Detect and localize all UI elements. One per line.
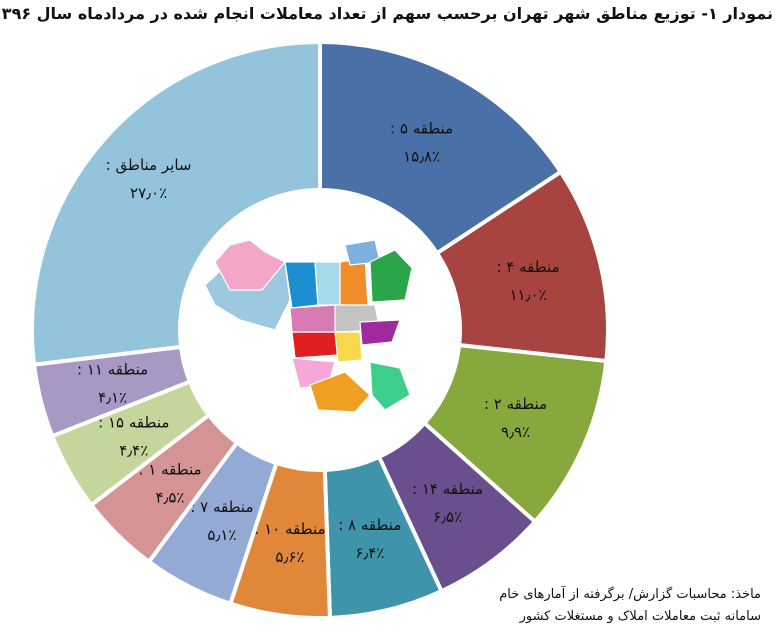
slice-value-label: ۱۵٫۸٪	[403, 148, 440, 166]
slice-label: منطقه ۵ :	[390, 120, 453, 138]
map-district	[369, 249, 413, 303]
slice-1	[434, 169, 610, 364]
slice-label: منطقه ۷ :	[190, 498, 253, 516]
tehran-map-icon	[204, 239, 413, 413]
slice-value-label: ۹٫۹٪	[501, 423, 530, 441]
slice-value-label: ۶٫۴٪	[355, 544, 384, 562]
map-district	[369, 361, 411, 411]
slice-0	[318, 39, 564, 256]
slice-label: منطقه ۱۵ :	[98, 413, 169, 431]
slice-value-label: ۱۱٫۰٪	[509, 286, 546, 304]
map-district	[359, 319, 401, 346]
slice-value-label: ۴٫۵٪	[155, 489, 184, 507]
slice-value-label: ۲۷٫۰٪	[130, 184, 167, 202]
slice-value-label: ۴٫۴٪	[119, 441, 148, 459]
map-district	[214, 239, 286, 291]
chart-title: نمودار ۱- توزیع مناطق شهر تهران برحسب سه…	[0, 4, 773, 23]
slice-label: منطقه ۱۴ :	[412, 480, 483, 498]
map-district	[314, 261, 341, 306]
map-district	[309, 371, 371, 413]
source-line-1: ماخذ: محاسبات گزارش/ برگرفته از آمارهای …	[499, 587, 761, 602]
slice-label: منطقه ۲ :	[484, 395, 547, 413]
slice-label: منطقه ۱ :	[138, 461, 201, 479]
slice-label: سایر مناطق :	[106, 156, 192, 174]
slice-value-label: ۵٫۱٪	[207, 526, 236, 544]
slice-label: منطقه ۸ :	[338, 516, 401, 534]
slice-value-label: ۴٫۱٪	[98, 389, 127, 407]
slice-label: منطقه ۴ :	[496, 258, 559, 276]
slice-value-label: ۵٫۶٪	[275, 548, 304, 566]
slice-value-label: ۶٫۵٪	[433, 508, 462, 526]
slice-10	[30, 39, 322, 367]
source-note: ماخذ: محاسبات گزارش/ برگرفته از آمارهای …	[499, 584, 761, 628]
slice-label: منطقه ۱۱ :	[77, 361, 148, 379]
source-line-2: سامانه ثبت معاملات املاک و مستغلات کشور	[519, 609, 761, 624]
map-district	[291, 331, 339, 359]
slice-label: منطقه ۱۰ :	[254, 520, 325, 538]
map-district	[289, 304, 336, 333]
map-district	[334, 331, 363, 363]
